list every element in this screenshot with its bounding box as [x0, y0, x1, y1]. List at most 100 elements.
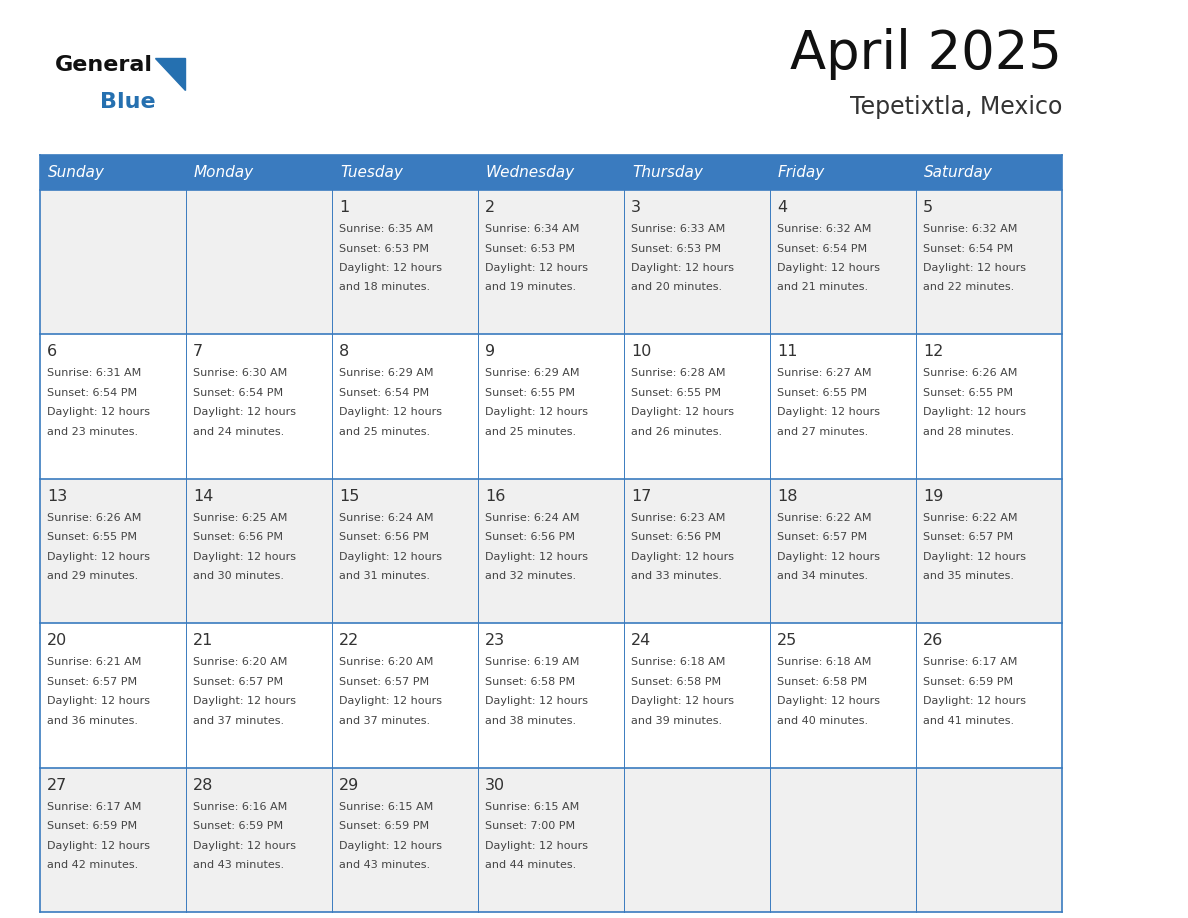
Text: 29: 29: [339, 778, 359, 792]
Text: Sunrise: 6:20 AM: Sunrise: 6:20 AM: [192, 657, 287, 667]
Text: Sunrise: 6:18 AM: Sunrise: 6:18 AM: [777, 657, 871, 667]
Text: Sunset: 6:55 PM: Sunset: 6:55 PM: [48, 532, 137, 543]
Text: and 29 minutes.: and 29 minutes.: [48, 571, 138, 581]
Text: Sunrise: 6:19 AM: Sunrise: 6:19 AM: [485, 657, 580, 667]
Text: 11: 11: [777, 344, 797, 360]
Text: Daylight: 12 hours: Daylight: 12 hours: [485, 552, 588, 562]
Text: Daylight: 12 hours: Daylight: 12 hours: [777, 263, 880, 273]
Text: 13: 13: [48, 488, 68, 504]
Text: 23: 23: [485, 633, 505, 648]
Text: and 28 minutes.: and 28 minutes.: [923, 427, 1015, 437]
Text: and 21 minutes.: and 21 minutes.: [777, 283, 868, 293]
Text: 5: 5: [923, 200, 933, 215]
Text: Sunset: 6:53 PM: Sunset: 6:53 PM: [485, 243, 575, 253]
Text: Sunset: 6:59 PM: Sunset: 6:59 PM: [48, 821, 137, 831]
Text: and 23 minutes.: and 23 minutes.: [48, 427, 138, 437]
Text: Saturday: Saturday: [924, 165, 993, 180]
Text: Sunset: 6:59 PM: Sunset: 6:59 PM: [923, 677, 1013, 687]
Text: Sunrise: 6:17 AM: Sunrise: 6:17 AM: [923, 657, 1017, 667]
Text: Thursday: Thursday: [632, 165, 703, 180]
Text: Sunrise: 6:22 AM: Sunrise: 6:22 AM: [923, 513, 1017, 522]
Text: Daylight: 12 hours: Daylight: 12 hours: [631, 696, 734, 706]
Text: Daylight: 12 hours: Daylight: 12 hours: [339, 841, 442, 851]
Text: Daylight: 12 hours: Daylight: 12 hours: [777, 552, 880, 562]
Text: Sunrise: 6:25 AM: Sunrise: 6:25 AM: [192, 513, 287, 522]
Text: Sunset: 6:54 PM: Sunset: 6:54 PM: [192, 388, 283, 397]
Text: Sunset: 6:56 PM: Sunset: 6:56 PM: [631, 532, 721, 543]
Text: 6: 6: [48, 344, 57, 360]
Text: Sunrise: 6:22 AM: Sunrise: 6:22 AM: [777, 513, 872, 522]
Text: Sunrise: 6:18 AM: Sunrise: 6:18 AM: [631, 657, 726, 667]
Text: Friday: Friday: [778, 165, 826, 180]
Bar: [40, 155, 1062, 190]
Text: and 32 minutes.: and 32 minutes.: [485, 571, 576, 581]
Text: Sunset: 6:55 PM: Sunset: 6:55 PM: [923, 388, 1013, 397]
Text: and 39 minutes.: and 39 minutes.: [631, 716, 722, 726]
Text: Sunrise: 6:16 AM: Sunrise: 6:16 AM: [192, 801, 287, 812]
Text: Sunset: 6:57 PM: Sunset: 6:57 PM: [339, 677, 429, 687]
Text: Daylight: 12 hours: Daylight: 12 hours: [485, 408, 588, 418]
Text: Sunrise: 6:26 AM: Sunrise: 6:26 AM: [923, 368, 1017, 378]
Text: Daylight: 12 hours: Daylight: 12 hours: [777, 696, 880, 706]
Text: Sunrise: 6:35 AM: Sunrise: 6:35 AM: [339, 224, 434, 234]
Text: Sunrise: 6:21 AM: Sunrise: 6:21 AM: [48, 657, 141, 667]
Bar: [40, 623, 1062, 767]
Text: 18: 18: [777, 488, 797, 504]
Text: Daylight: 12 hours: Daylight: 12 hours: [631, 408, 734, 418]
Text: Daylight: 12 hours: Daylight: 12 hours: [923, 408, 1026, 418]
Text: Sunrise: 6:23 AM: Sunrise: 6:23 AM: [631, 513, 726, 522]
Text: Daylight: 12 hours: Daylight: 12 hours: [339, 263, 442, 273]
Text: and 44 minutes.: and 44 minutes.: [485, 860, 576, 870]
Polygon shape: [154, 58, 185, 90]
Text: 24: 24: [631, 633, 651, 648]
Text: 14: 14: [192, 488, 214, 504]
Text: 20: 20: [48, 633, 68, 648]
Text: Sunrise: 6:33 AM: Sunrise: 6:33 AM: [631, 224, 725, 234]
Text: Sunrise: 6:30 AM: Sunrise: 6:30 AM: [192, 368, 287, 378]
Text: 21: 21: [192, 633, 214, 648]
Text: and 36 minutes.: and 36 minutes.: [48, 716, 138, 726]
Text: 22: 22: [339, 633, 359, 648]
Text: Sunrise: 6:29 AM: Sunrise: 6:29 AM: [339, 368, 434, 378]
Text: Sunset: 6:56 PM: Sunset: 6:56 PM: [192, 532, 283, 543]
Bar: [40, 334, 1062, 479]
Text: Sunset: 6:54 PM: Sunset: 6:54 PM: [48, 388, 137, 397]
Text: and 30 minutes.: and 30 minutes.: [192, 571, 284, 581]
Bar: [40, 767, 1062, 912]
Text: Sunrise: 6:15 AM: Sunrise: 6:15 AM: [339, 801, 434, 812]
Text: and 43 minutes.: and 43 minutes.: [339, 860, 430, 870]
Text: 30: 30: [485, 778, 505, 792]
Text: and 37 minutes.: and 37 minutes.: [339, 716, 430, 726]
Text: Sunset: 6:58 PM: Sunset: 6:58 PM: [777, 677, 867, 687]
Text: Daylight: 12 hours: Daylight: 12 hours: [485, 841, 588, 851]
Text: 4: 4: [777, 200, 788, 215]
Text: and 25 minutes.: and 25 minutes.: [339, 427, 430, 437]
Text: Daylight: 12 hours: Daylight: 12 hours: [192, 408, 296, 418]
Text: Daylight: 12 hours: Daylight: 12 hours: [48, 552, 150, 562]
Text: Sunrise: 6:31 AM: Sunrise: 6:31 AM: [48, 368, 141, 378]
Text: Sunrise: 6:27 AM: Sunrise: 6:27 AM: [777, 368, 872, 378]
Text: Monday: Monday: [194, 165, 254, 180]
Text: Sunset: 6:59 PM: Sunset: 6:59 PM: [339, 821, 429, 831]
Text: and 20 minutes.: and 20 minutes.: [631, 283, 722, 293]
Text: Blue: Blue: [100, 92, 156, 112]
Text: Daylight: 12 hours: Daylight: 12 hours: [485, 696, 588, 706]
Text: Sunrise: 6:24 AM: Sunrise: 6:24 AM: [485, 513, 580, 522]
Text: Sunset: 6:57 PM: Sunset: 6:57 PM: [777, 532, 867, 543]
Bar: [40, 479, 1062, 623]
Text: General: General: [55, 55, 153, 75]
Text: and 27 minutes.: and 27 minutes.: [777, 427, 868, 437]
Text: and 26 minutes.: and 26 minutes.: [631, 427, 722, 437]
Text: and 42 minutes.: and 42 minutes.: [48, 860, 138, 870]
Text: Sunset: 6:55 PM: Sunset: 6:55 PM: [485, 388, 575, 397]
Text: Sunrise: 6:20 AM: Sunrise: 6:20 AM: [339, 657, 434, 667]
Text: and 25 minutes.: and 25 minutes.: [485, 427, 576, 437]
Text: and 18 minutes.: and 18 minutes.: [339, 283, 430, 293]
Text: 9: 9: [485, 344, 495, 360]
Text: 8: 8: [339, 344, 349, 360]
Text: Tuesday: Tuesday: [340, 165, 403, 180]
Text: Sunrise: 6:17 AM: Sunrise: 6:17 AM: [48, 801, 141, 812]
Text: and 31 minutes.: and 31 minutes.: [339, 571, 430, 581]
Text: Sunrise: 6:24 AM: Sunrise: 6:24 AM: [339, 513, 434, 522]
Text: 16: 16: [485, 488, 505, 504]
